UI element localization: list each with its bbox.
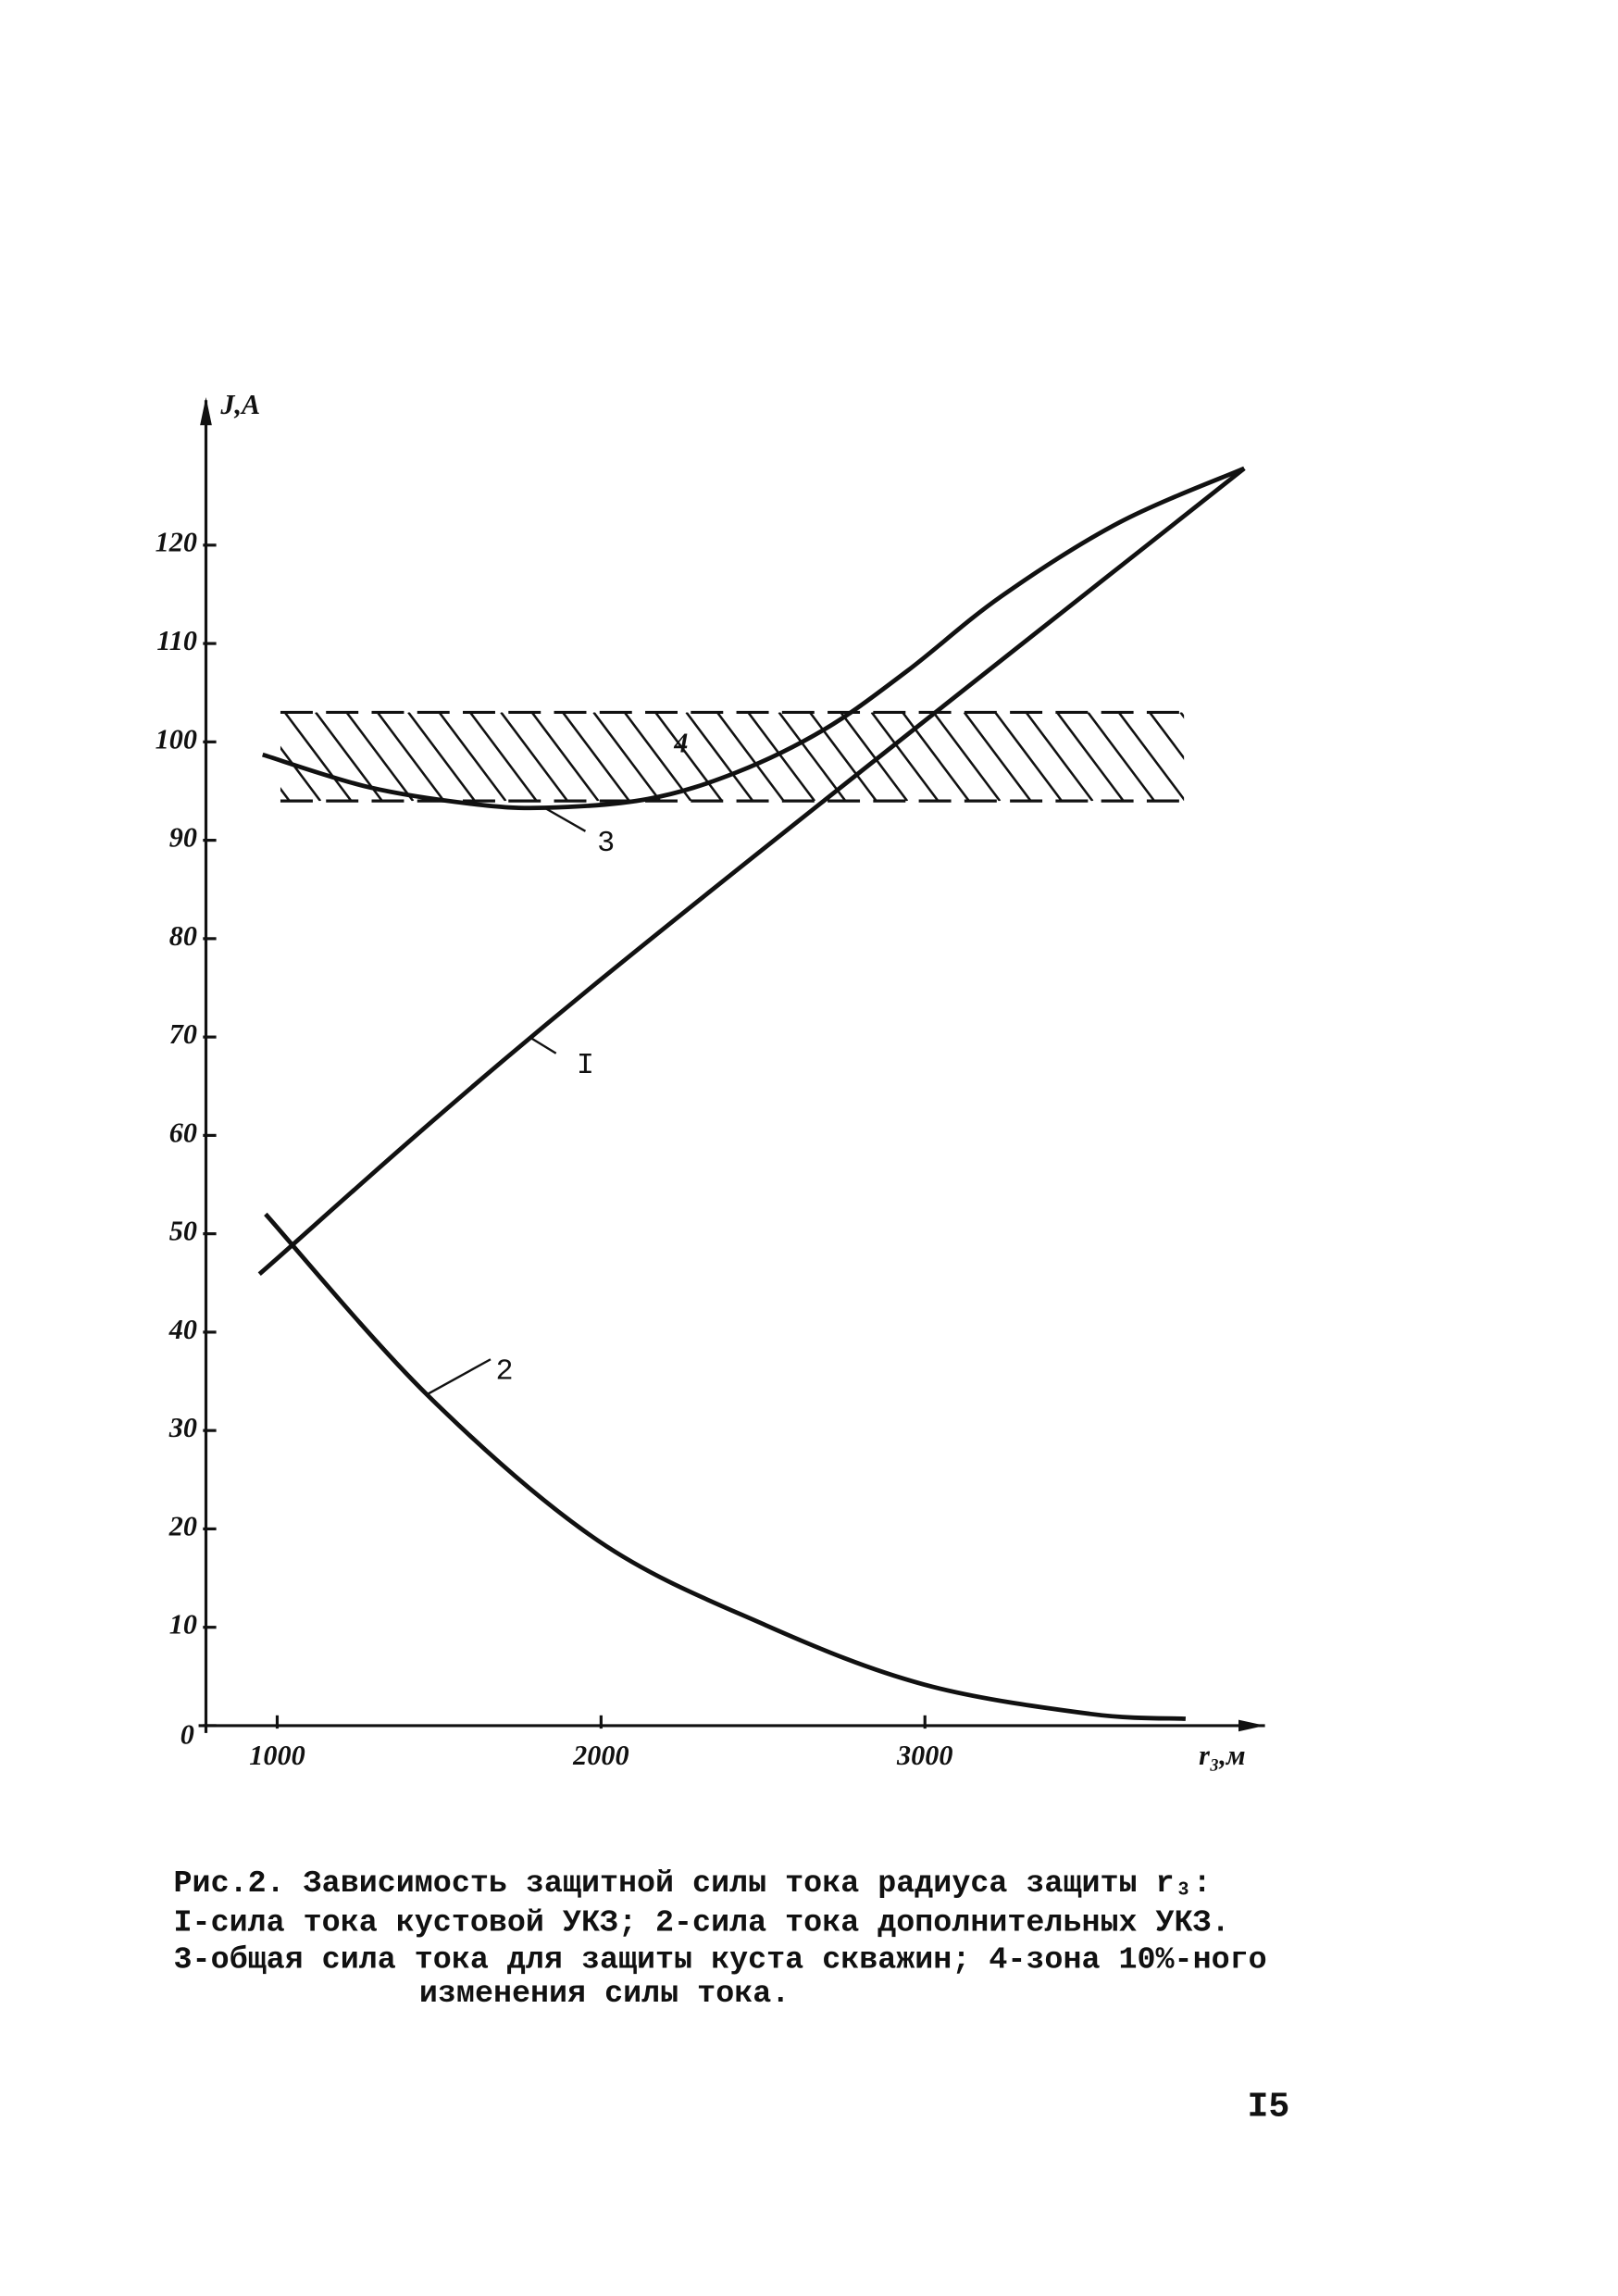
y-tick-label: 110 bbox=[156, 625, 197, 656]
hatch-line bbox=[562, 712, 630, 802]
page-number: I5 bbox=[1248, 2088, 1290, 2128]
leader-line bbox=[529, 1036, 557, 1054]
band-hatch bbox=[193, 712, 1309, 802]
hatch-line bbox=[1242, 712, 1309, 801]
hatch-line bbox=[1179, 712, 1185, 719]
hatch-line bbox=[654, 712, 723, 802]
hatch-line bbox=[280, 786, 291, 802]
y-tick-label: 90 bbox=[169, 822, 197, 854]
y-axis-label: J,A bbox=[219, 389, 260, 420]
hatch-line bbox=[932, 712, 1002, 802]
hatch-line bbox=[994, 712, 1063, 802]
caption-line: 3-общая сила тока для защиты куста скваж… bbox=[174, 1942, 1267, 1978]
hatch-line bbox=[193, 712, 259, 801]
hatch-line bbox=[778, 712, 847, 802]
hatch-line bbox=[902, 712, 970, 802]
hatch-line bbox=[1149, 712, 1185, 760]
hatch-line bbox=[345, 712, 415, 802]
y-tick-label: 70 bbox=[169, 1018, 197, 1050]
x-axis-arrow bbox=[1238, 1719, 1265, 1732]
hatch-line bbox=[530, 712, 600, 802]
hatch-line bbox=[1117, 712, 1185, 802]
hatch-line bbox=[716, 712, 785, 802]
series-line bbox=[264, 1212, 1187, 1721]
series-line bbox=[262, 466, 1246, 811]
hatch-line bbox=[685, 712, 754, 802]
hatch-line bbox=[376, 712, 445, 802]
series-label: I bbox=[577, 1049, 594, 1082]
hatch-line bbox=[1087, 712, 1156, 802]
hatch-line bbox=[500, 712, 569, 802]
caption-line: изменения силы тока. bbox=[419, 1977, 790, 2012]
hatch-line bbox=[407, 712, 476, 802]
series-label: 3 bbox=[597, 827, 615, 860]
hatch-line bbox=[963, 712, 1032, 802]
y-tick-label: 100 bbox=[156, 723, 197, 755]
hatch-line bbox=[623, 712, 692, 802]
hatch-line bbox=[840, 712, 909, 802]
y-tick-label: 40 bbox=[168, 1314, 197, 1345]
hatch-line bbox=[1055, 712, 1125, 802]
y-tick-label: 20 bbox=[168, 1510, 197, 1541]
series-line bbox=[257, 467, 1246, 1277]
x-tick-label: 1000 bbox=[249, 1740, 305, 1771]
caption-line: Рис.2. Зависимость защитной силы тока ра… bbox=[174, 1866, 1212, 1902]
band-label: 4 bbox=[673, 728, 688, 759]
y-tick-label: 120 bbox=[156, 527, 197, 558]
y-tick-label: 30 bbox=[168, 1412, 197, 1443]
x-axis-label: r₃,м bbox=[1199, 1740, 1246, 1771]
hatch-line bbox=[438, 712, 507, 802]
y-axis-arrow bbox=[200, 397, 212, 426]
x-tick-label: 2000 bbox=[572, 1740, 629, 1771]
x-tick-label: 3000 bbox=[896, 1740, 952, 1771]
hatch-line bbox=[809, 712, 877, 802]
hatch-line bbox=[468, 712, 538, 802]
caption-line: I-сила тока кустовой УКЗ; 2-сила тока до… bbox=[174, 1906, 1230, 1941]
y-tick-label: 0 bbox=[180, 1719, 194, 1751]
hatch-line bbox=[283, 712, 353, 802]
hatch-line bbox=[1025, 712, 1094, 802]
y-tick-label: 10 bbox=[169, 1609, 197, 1641]
leader-line bbox=[543, 806, 587, 832]
hatch-line bbox=[592, 712, 662, 802]
y-tick-label: 50 bbox=[169, 1216, 197, 1247]
hatch-line bbox=[1212, 712, 1278, 801]
series-label: 2 bbox=[496, 1354, 514, 1388]
y-tick-label: 80 bbox=[169, 920, 197, 952]
y-tick-label: 60 bbox=[169, 1117, 197, 1148]
hatch-line bbox=[280, 745, 322, 802]
hatch-line bbox=[870, 712, 940, 802]
hatch-line bbox=[747, 712, 816, 802]
leader-line bbox=[426, 1358, 492, 1396]
